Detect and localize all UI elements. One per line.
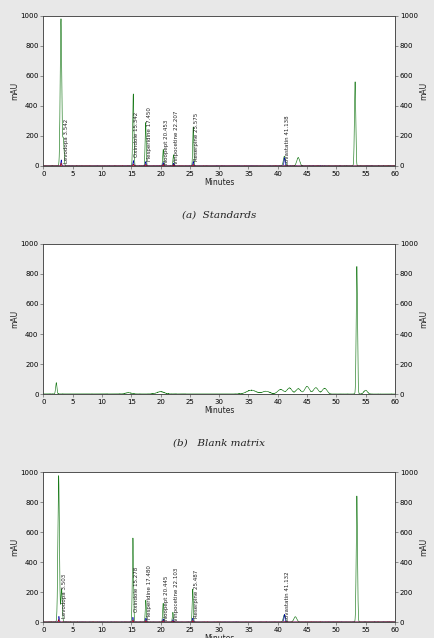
Text: Lovastatin 41.138: Lovastatin 41.138 [285,115,290,165]
Text: Oxindole 15.342: Oxindole 15.342 [134,112,139,157]
X-axis label: Minutes: Minutes [204,634,234,638]
Text: Vinpocetine 22.103: Vinpocetine 22.103 [174,567,179,621]
Text: Lovastatin 41.132: Lovastatin 41.132 [285,571,290,621]
X-axis label: Minutes: Minutes [204,406,234,415]
Text: Levodopa 3.542: Levodopa 3.542 [64,118,69,163]
Y-axis label: mAU: mAU [10,310,19,328]
Y-axis label: mAU: mAU [419,538,428,556]
Y-axis label: mAU: mAU [419,310,428,328]
Text: Hesperidine 17.480: Hesperidine 17.480 [147,565,152,619]
Y-axis label: mAU: mAU [419,82,428,100]
Text: Reserpine 25.487: Reserpine 25.487 [194,570,199,618]
Text: (b)   Blank matrix: (b) Blank matrix [173,439,265,448]
Text: Noopept 20.453: Noopept 20.453 [164,119,169,164]
Text: Levodopa 3.503: Levodopa 3.503 [62,574,67,618]
Text: Vinpocetine 22.207: Vinpocetine 22.207 [174,111,179,165]
X-axis label: Minutes: Minutes [204,178,234,187]
Text: (a)  Standards: (a) Standards [182,211,256,220]
Y-axis label: mAU: mAU [10,538,19,556]
Text: Hesperidine 17.450: Hesperidine 17.450 [147,107,151,161]
Y-axis label: mAU: mAU [10,82,19,100]
Text: Reserpine 25.575: Reserpine 25.575 [194,113,199,161]
Text: Oxindole 15.278: Oxindole 15.278 [134,567,139,612]
Text: Noopept 20.445: Noopept 20.445 [164,575,169,619]
